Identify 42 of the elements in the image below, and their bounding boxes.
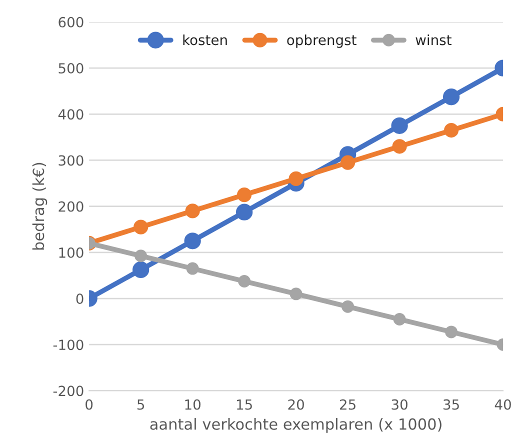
- y-tick-label: 100: [59, 247, 84, 258]
- point: [132, 261, 150, 278]
- point: [442, 88, 460, 106]
- x-tick-label: 20: [288, 399, 304, 410]
- legend-label: winst: [416, 34, 452, 46]
- x-tick-label: 0: [86, 399, 93, 410]
- y-tick-label: 500: [58, 63, 84, 74]
- point: [185, 204, 200, 218]
- point: [340, 155, 356, 170]
- point: [236, 204, 253, 220]
- point: [134, 250, 148, 262]
- y-tick-label: 600: [58, 16, 84, 28]
- point: [134, 220, 148, 234]
- point: [444, 122, 459, 138]
- point: [445, 326, 458, 338]
- x-tick-label: 5: [137, 399, 144, 410]
- point: [391, 117, 408, 134]
- point: [186, 262, 199, 275]
- y-tick-label: -200: [53, 386, 84, 396]
- point: [237, 188, 252, 202]
- y-tick-label: 0: [76, 293, 84, 304]
- x-tick-label: 15: [237, 399, 252, 410]
- point: [288, 171, 304, 186]
- point: [290, 288, 302, 300]
- legend-label: kosten: [183, 34, 227, 46]
- x-tick-label: 40: [494, 399, 511, 410]
- y-tick-label: 300: [58, 155, 84, 166]
- x-tick-label: 25: [340, 399, 356, 410]
- y-axis-title: bedrag (k€): [32, 162, 48, 250]
- x-tick-label: 10: [185, 399, 200, 410]
- x-tick-label: 30: [392, 399, 408, 410]
- y-tick-label: 400: [58, 109, 84, 120]
- y-tick-label: 200: [58, 201, 84, 212]
- point: [184, 232, 201, 250]
- point: [392, 139, 407, 154]
- legend-label: opbrengst: [287, 34, 356, 48]
- point: [342, 300, 354, 313]
- x-tick-label: 35: [444, 399, 459, 410]
- point: [393, 313, 406, 326]
- point: [238, 274, 251, 288]
- x-axis-title: aantal verkochte exemplaren (x 1000): [150, 418, 442, 433]
- y-tick-label: -100: [53, 340, 84, 350]
